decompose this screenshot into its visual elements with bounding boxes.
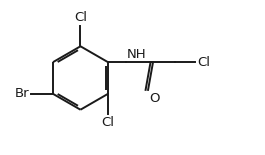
Text: Cl: Cl (197, 56, 210, 69)
Text: Cl: Cl (101, 116, 114, 129)
Text: Br: Br (15, 87, 29, 100)
Text: NH: NH (127, 48, 146, 61)
Text: O: O (149, 92, 160, 105)
Text: Cl: Cl (74, 11, 87, 24)
